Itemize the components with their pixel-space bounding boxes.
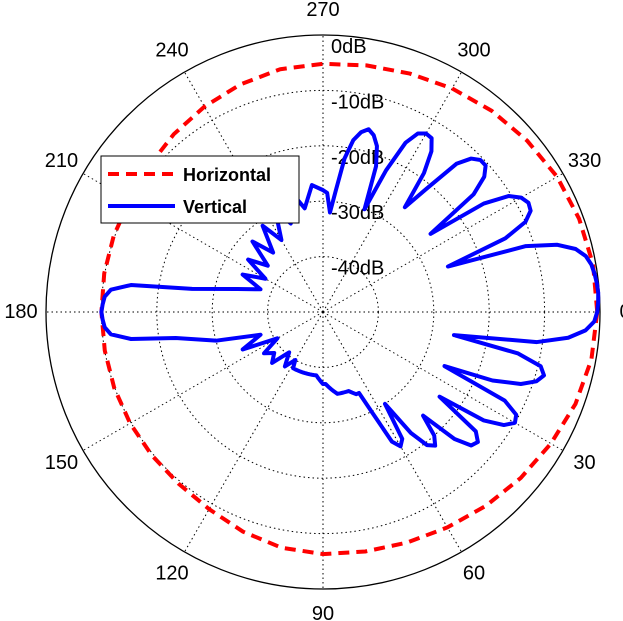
angle-tick-label: 30 <box>573 452 595 474</box>
grid-spoke <box>322 173 564 313</box>
grid-ring <box>156 145 490 479</box>
radial-tick-label: -10dB <box>331 91 384 113</box>
legend-box <box>100 155 300 224</box>
grid-spoke <box>322 71 462 313</box>
angle-tick-label: 60 <box>463 563 485 585</box>
series-line-vertical <box>99 127 601 449</box>
radial-tick-labels: 0dB-10dB-20dB-30dB-40dB <box>331 36 384 280</box>
angle-tick-label: 240 <box>155 39 188 61</box>
angle-tick-label: 0 <box>619 301 623 323</box>
grid-spoke <box>184 71 324 313</box>
legend-label-vertical: Vertical <box>183 197 247 217</box>
grid-spoke <box>82 311 324 451</box>
angle-tick-label: 330 <box>568 150 601 172</box>
series-curves <box>99 61 601 557</box>
series-line-horizontal <box>99 61 600 557</box>
legend: Horizontal Vertical <box>100 155 300 224</box>
angle-tick-label: 210 <box>45 150 78 172</box>
grid-spoke <box>184 311 324 553</box>
angle-tick-label: 90 <box>312 603 334 621</box>
angle-tick-label: 180 <box>4 301 37 323</box>
angle-tick-label: 270 <box>306 0 339 21</box>
angle-tick-label: 150 <box>45 452 78 474</box>
angle-tick-labels: 0 30 60 90 120 150 180 210 240 270 300 330 <box>4 0 623 621</box>
angle-tick-label: 300 <box>457 39 490 61</box>
radial-tick-label: 0dB <box>331 36 367 58</box>
polar-grid <box>45 34 601 590</box>
radial-tick-label: -40dB <box>331 258 384 280</box>
grid-spoke <box>322 311 564 451</box>
radial-tick-label: -30dB <box>331 202 384 224</box>
grid-ring <box>211 200 435 424</box>
legend-label-horizontal: Horizontal <box>183 165 271 185</box>
angle-tick-label: 120 <box>155 563 188 585</box>
outer-circle <box>45 34 601 590</box>
grid-spoke <box>322 311 462 553</box>
